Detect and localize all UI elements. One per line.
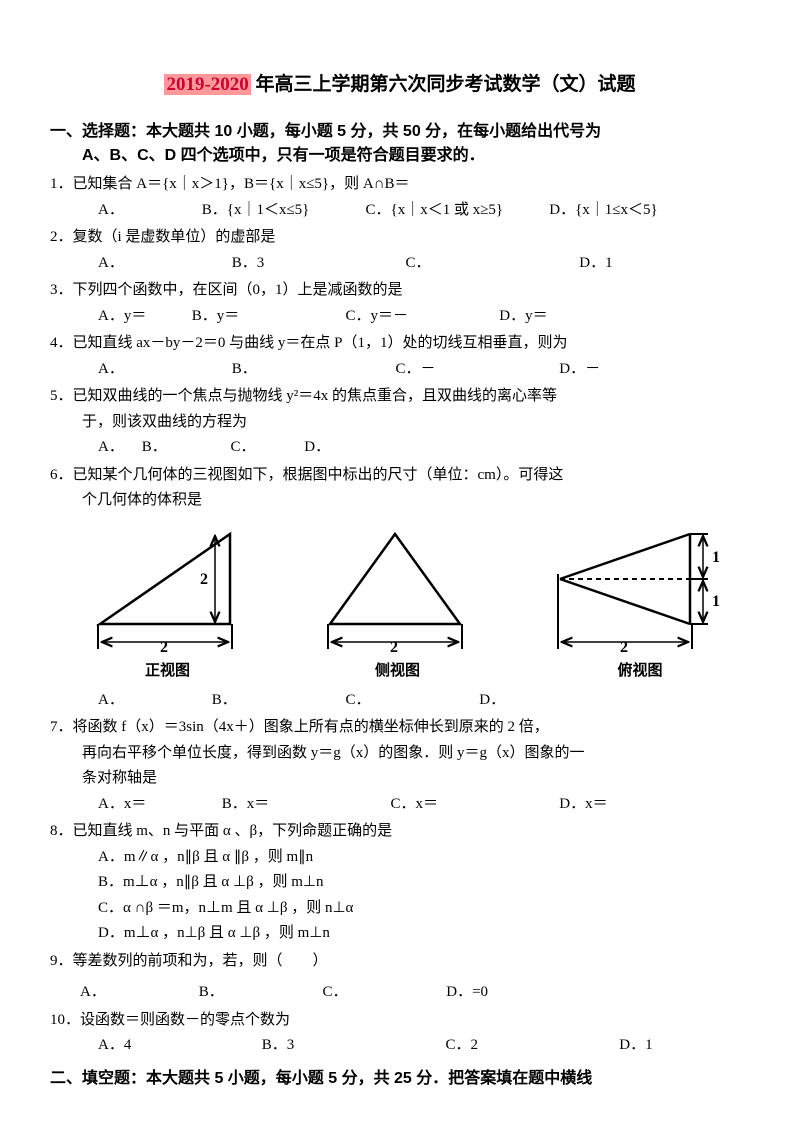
q6-options: A． B． C． D．	[50, 688, 750, 714]
q4-options: A． B． C．－ D．－	[50, 357, 750, 383]
question-5: 5．已知双曲线的一个焦点与抛物线 y²＝4x 的焦点重合，且双曲线的离心率等 于…	[50, 384, 750, 461]
q5-options: A． B． C． D．	[50, 435, 750, 461]
diagram-row: 2 2 正视图 2 侧视图	[80, 524, 740, 683]
q1-optC: C．{x｜x＜1 或 x≥5}	[366, 198, 546, 224]
question-8: 8．已知直线 m、n 与平面 α 、β，下列命题正确的是 A．m∥α ，n∥β …	[50, 819, 750, 947]
q6-optB: B．	[212, 688, 342, 714]
q1-optA: A．	[98, 198, 198, 224]
q9-optA: A．	[80, 980, 195, 1006]
q8-optA: A．m∥α ，n∥β 且 α ∥β ，则 m∥n	[50, 845, 750, 871]
q10-optC: C．2	[446, 1033, 616, 1059]
top-view-svg: 1 1 2	[540, 524, 740, 654]
q5-optC: C．	[231, 435, 301, 461]
q7-text3: 条对称轴是	[50, 766, 750, 792]
svg-text:2: 2	[200, 571, 208, 588]
q4-optD: D．－	[559, 357, 600, 383]
section-1-header: 一、选择题：本大题共 10 小题，每小题 5 分，共 50 分，在每小题给出代号…	[50, 120, 750, 168]
q7-optA: A．x＝	[98, 792, 218, 818]
q2-optA: A．	[98, 251, 228, 277]
q3-optB: B．y＝	[192, 304, 342, 330]
q3-optD: D．y＝	[499, 304, 547, 330]
q9-text: 9．等差数列的前项和为，若，则（ ）	[50, 949, 750, 975]
q8-optD: D．m⊥α ，n⊥β 且 α ⊥β ，则 m⊥n	[50, 921, 750, 947]
question-3: 3．下列四个函数中，在区间（0，1）上是减函数的是 A．y＝ B．y＝ C．y＝…	[50, 278, 750, 329]
question-1: 1．已知集合 A＝{x｜x＞1}，B＝{x｜x≤5}，则 A∩B＝ A． B．{…	[50, 172, 750, 223]
q3-optC: C．y＝－	[346, 304, 496, 330]
q3-text: 3．下列四个函数中，在区间（0，1）上是减函数的是	[50, 278, 750, 304]
svg-text:1: 1	[712, 549, 720, 566]
q1-text: 1．已知集合 A＝{x｜x＞1}，B＝{x｜x≤5}，则 A∩B＝	[50, 172, 750, 198]
section-1-line2: A、B、C、D 四个选项中，只有一项是符合题目要求的．	[82, 144, 750, 168]
title-highlight: 2019-2020	[164, 74, 250, 95]
q2-text: 2．复数（i 是虚数单位）的虚部是	[50, 225, 750, 251]
front-view-svg: 2 2	[80, 524, 255, 654]
q2-optC: C．	[406, 251, 576, 277]
q8-text: 8．已知直线 m、n 与平面 α 、β，下列命题正确的是	[50, 819, 750, 845]
q2-optD: D．1	[579, 251, 612, 277]
q7-options: A．x＝ B．x＝ C．x＝ D．x＝	[50, 792, 750, 818]
q9-options: A． B． C． D．=0	[50, 980, 750, 1006]
q4-optA: A．	[98, 357, 228, 383]
q2-options: A． B．3 C． D．1	[50, 251, 750, 277]
q4-optB: B．	[232, 357, 392, 383]
front-label: 正视图	[80, 659, 255, 683]
q4-optC: C．－	[396, 357, 556, 383]
section-2-header: 二、填空题：本大题共 5 小题，每小题 5 分，共 25 分．把答案填在题中横线	[50, 1067, 750, 1091]
side-view-svg: 2	[310, 524, 485, 654]
q10-text: 10．设函数＝则函数－的零点个数为	[50, 1008, 750, 1034]
page-title: 2019-2020 年高三上学期第六次同步考试数学（文）试题	[50, 70, 750, 100]
q6-optC: C．	[346, 688, 476, 714]
svg-text:2: 2	[620, 639, 628, 654]
question-9: 9．等差数列的前项和为，若，则（ ） A． B． C． D．=0	[50, 949, 750, 1006]
title-black: 年高三上学期第六次同步考试数学（文）试题	[251, 74, 636, 95]
diagram-side: 2 侧视图	[310, 524, 485, 683]
q6-text2: 个几何体的体积是	[50, 488, 750, 514]
diagram-top: 1 1 2 俯视图	[540, 524, 740, 683]
question-7: 7．将函数 f（x）＝3sin（4x＋）图象上所有点的横坐标伸长到原来的 2 倍…	[50, 715, 750, 817]
q9-optB: B．	[199, 980, 319, 1006]
question-6: 6．已知某个几何体的三视图如下，根据图中标出的尺寸（单位：cm）。可得这 个几何…	[50, 463, 750, 714]
section-1-line1: 一、选择题：本大题共 10 小题，每小题 5 分，共 50 分，在每小题给出代号…	[50, 123, 601, 140]
q1-options: A． B．{x｜1＜x≤5} C．{x｜x＜1 或 x≥5} D．{x｜1≤x＜…	[50, 198, 750, 224]
q10-optA: A．4	[98, 1033, 258, 1059]
svg-text:2: 2	[160, 639, 168, 654]
q7-optC: C．x＝	[391, 792, 556, 818]
q1-optB: B．{x｜1＜x≤5}	[202, 198, 362, 224]
q3-optA: A．y＝	[98, 304, 188, 330]
q2-optB: B．3	[232, 251, 402, 277]
side-label: 侧视图	[310, 659, 485, 683]
q6-optA: A．	[98, 688, 208, 714]
top-label: 俯视图	[540, 659, 740, 683]
q7-optB: B．x＝	[222, 792, 387, 818]
q10-optB: B．3	[262, 1033, 442, 1059]
question-10: 10．设函数＝则函数－的零点个数为 A．4 B．3 C．2 D．1	[50, 1008, 750, 1059]
q5-text2: 于，则该双曲线的方程为	[50, 410, 750, 436]
svg-text:2: 2	[390, 639, 398, 654]
q6-optD: D．	[479, 688, 505, 714]
q1-optD: D．{x｜1≤x＜5}	[549, 198, 657, 224]
q9-optC: C．	[323, 980, 443, 1006]
q9-optD: D．=0	[446, 980, 488, 1006]
q7-optD: D．x＝	[559, 792, 607, 818]
q8-optB: B．m⊥α ，n∥β 且 α ⊥β ，则 m⊥n	[50, 870, 750, 896]
q7-text2: 再向右平移个单位长度，得到函数 y＝g（x）的图象．则 y＝g（x）图象的一	[50, 741, 750, 767]
q10-optD: D．1	[619, 1033, 652, 1059]
q5-optA: A．	[98, 435, 138, 461]
q8-optC: C．α ∩β ＝m，n⊥m 且 α ⊥β ，则 n⊥α	[50, 896, 750, 922]
svg-text:1: 1	[712, 593, 720, 610]
q4-text: 4．已知直线 ax－by－2＝0 与曲线 y＝在点 P（1，1）处的切线互相垂直…	[50, 331, 750, 357]
q5-text1: 5．已知双曲线的一个焦点与抛物线 y²＝4x 的焦点重合，且双曲线的离心率等	[50, 384, 750, 410]
q7-text1: 7．将函数 f（x）＝3sin（4x＋）图象上所有点的横坐标伸长到原来的 2 倍…	[50, 715, 750, 741]
q10-options: A．4 B．3 C．2 D．1	[50, 1033, 750, 1059]
question-2: 2．复数（i 是虚数单位）的虚部是 A． B．3 C． D．1	[50, 225, 750, 276]
q5-optB: B．	[142, 435, 227, 461]
question-4: 4．已知直线 ax－by－2＝0 与曲线 y＝在点 P（1，1）处的切线互相垂直…	[50, 331, 750, 382]
diagram-front: 2 2 正视图	[80, 524, 255, 683]
q3-options: A．y＝ B．y＝ C．y＝－ D．y＝	[50, 304, 750, 330]
q5-optD: D．	[304, 435, 330, 461]
q6-text1: 6．已知某个几何体的三视图如下，根据图中标出的尺寸（单位：cm）。可得这	[50, 463, 750, 489]
